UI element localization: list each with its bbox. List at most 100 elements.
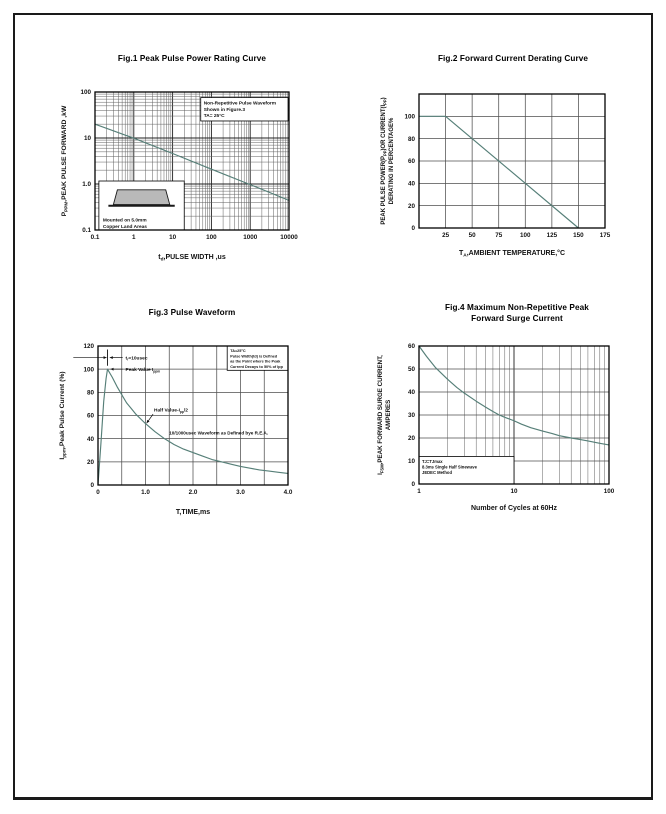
y-tick-label: 50	[408, 366, 416, 373]
surge-current-curve	[418, 345, 610, 446]
x-tick-label: 75	[495, 232, 503, 239]
annotation-line: as the Point where the Peak	[230, 360, 281, 364]
annotation-line: Copper Land Areas	[103, 224, 147, 230]
fig3-block: Fig.3 Pulse Waveform TA=25°C Pulse Width(…	[52, 308, 332, 548]
annotation-line: Shown in Figure.3	[204, 107, 246, 113]
x-tick-label: 100	[206, 234, 217, 241]
x-tick-label: 3.0	[236, 489, 245, 496]
arrowhead	[103, 356, 107, 359]
smd-package-drawing	[112, 189, 171, 205]
annotation-text: Peak Value Ippm	[126, 367, 161, 373]
x-axis-label: T,TIME,ms	[176, 509, 210, 516]
x-tick-label: 100	[604, 488, 615, 495]
plot-border	[94, 91, 290, 231]
fig1-block: Fig.1 Peak Pulse Power Rating Curve Non-…	[52, 54, 332, 304]
tick-labels: 0 1.0 2.0 3.0 4.0 0 20 40 60 80 100 120	[83, 343, 292, 496]
fig2-block: Fig.2 Forward Current Derating Curve 25 5…	[377, 54, 649, 304]
grid-lines	[98, 346, 288, 485]
y-tick-label: 100	[83, 366, 94, 373]
plot-border	[418, 345, 610, 485]
x-tick-label: 4.0	[284, 489, 293, 496]
peak-pulse-power-curve	[94, 123, 290, 201]
arrowhead	[146, 419, 150, 424]
y-tick-label: 10	[408, 458, 416, 465]
y-tick-label: 0	[411, 225, 415, 232]
x-tick-label: 100	[520, 232, 531, 239]
y-tick-label: 0	[411, 481, 415, 488]
y-axis-label: AMPERES	[385, 400, 392, 431]
x-tick-label: 10	[169, 234, 177, 241]
y-tick-label: 20	[87, 459, 95, 466]
annotation-text: tr=10usec	[126, 355, 148, 361]
y-tick-label: 10	[84, 135, 92, 142]
y-tick-label: 40	[87, 436, 95, 443]
y-tick-label: 60	[408, 343, 416, 350]
y-tick-label: 0.1	[82, 227, 91, 234]
y-tick-label: 60	[87, 413, 95, 420]
arrowhead	[109, 356, 113, 359]
y-tick-label: 120	[83, 343, 94, 350]
annotation-text: 10/1000usec Waveform as Defined bye R.E.…	[169, 430, 268, 435]
annotation-text: Half Value-Ipp/2	[154, 408, 188, 414]
y-tick-label: 20	[408, 203, 416, 210]
y-tick-label: 60	[408, 158, 416, 165]
x-tick-label: 175	[600, 232, 611, 239]
annotation-box	[418, 456, 515, 485]
y-axis-label: DERATING IN PERCENTAGE%	[389, 117, 395, 204]
y-tick-label: 40	[408, 181, 416, 188]
annotation-line: TA=25°C	[230, 349, 246, 353]
y-axis-label: PPPM,PEAK PULSE FORWARD ,kW	[61, 105, 68, 216]
annotation-line: Current Decays to 50% of Ipp	[230, 365, 283, 369]
fig1-title: Fig.1 Peak Pulse Power Rating Curve	[117, 54, 267, 63]
x-tick-label: 25	[442, 232, 450, 239]
y-tick-label: 1.0	[82, 181, 91, 188]
y-tick-label: 80	[87, 390, 95, 397]
x-tick-label: 1.0	[141, 489, 150, 496]
annotation-line: Non-Repetitive Pulse Waveform	[204, 101, 276, 107]
y-tick-label: 40	[408, 389, 416, 396]
derating-curve	[419, 115, 579, 229]
x-tick-label: 2.0	[189, 489, 198, 496]
fig4-title-line2: Forward Surge Current	[471, 313, 563, 323]
fig4-title-line1: Fig.4 Maximum Non-Repetitive Peak	[445, 303, 589, 312]
y-tick-label: 100	[404, 114, 415, 121]
datasheet-page-frame: Fig.1 Peak Pulse Power Rating Curve Non-…	[13, 13, 653, 800]
annotation-line: TA= 25°C	[204, 113, 225, 119]
fig2-title: Fig.2 Forward Current Derating Curve	[437, 54, 589, 63]
x-axis-label: Number of Cycles at 60Hz	[471, 505, 557, 512]
y-tick-label: 0	[90, 482, 94, 489]
y-axis-label: Ippm,Peak Pulse Current (%)	[59, 371, 66, 459]
pulse-waveform-curve	[97, 368, 289, 486]
tick-labels: 1 10 100 0 10 20 30 40 50 60	[408, 343, 615, 495]
y-tick-label: 100	[80, 89, 91, 96]
fig3-title: Fig.3 Pulse Waveform	[148, 308, 236, 317]
annotation-line: 8.3ms Single Half Sinewave	[422, 465, 478, 470]
x-axis-label: TA,AMBIENT TEMPERATURE,°C	[459, 249, 565, 258]
x-tick-label: 150	[573, 232, 584, 239]
x-axis-label: td,PULSE WIDTH ,us	[158, 254, 226, 262]
x-tick-label: 1000	[243, 234, 258, 241]
x-tick-label: 10	[510, 488, 518, 495]
fig4-block: Fig.4 Maximum Non-Repetitive Peak Forwar…	[377, 303, 657, 548]
tick-labels: 25 50 75 100 125 150 175 0 20 40 60 80 100	[404, 114, 610, 239]
x-tick-label: 10000	[280, 234, 298, 241]
x-tick-label: 125	[547, 232, 558, 239]
x-tick-label: 1	[132, 234, 136, 241]
annotation-line: Pulse Width(td) is Defined	[230, 354, 278, 358]
annotation-line: JEDEC Method	[422, 470, 452, 475]
annotation-box	[200, 97, 289, 122]
x-tick-label: 0.1	[91, 234, 100, 241]
annotation-box	[226, 345, 289, 371]
plot-border	[97, 345, 289, 486]
x-tick-label: 0	[96, 489, 100, 496]
annotation-line: Mounted on 5.0mm	[103, 218, 147, 224]
y-tick-label: 20	[408, 435, 416, 442]
grid-lines	[419, 94, 605, 228]
plot-border	[418, 93, 606, 229]
tick-labels: 0.1 1 10 100 1000 10000 100 10 1.0 0.1	[80, 89, 298, 241]
